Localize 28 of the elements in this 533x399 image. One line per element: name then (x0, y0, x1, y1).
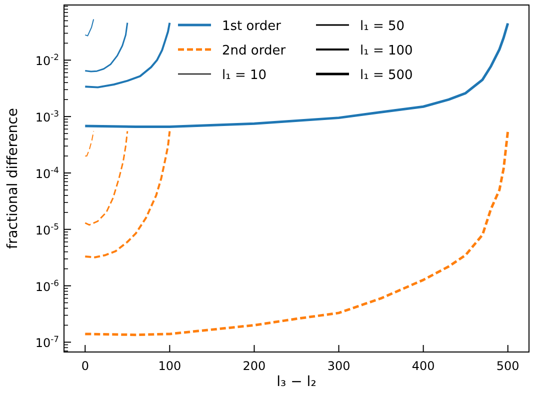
line-series (84, 22, 128, 72)
y-tick-label: 10$^{-7}$ (35, 334, 59, 350)
line-series (84, 130, 94, 156)
line-series (84, 18, 94, 36)
x-tick-label: 0 (81, 359, 89, 373)
y-tick-label: 10$^{-2}$ (35, 52, 59, 68)
line-series (84, 130, 128, 226)
x-axis-title: l₃ − l₂ (276, 374, 316, 390)
line-series (84, 130, 510, 336)
annotation: l₁ = 500 (360, 68, 413, 83)
annotation: l₁ = 100 (360, 44, 413, 58)
y-tick-label: 10$^{-6}$ (35, 278, 59, 294)
legend-label: 1st order (222, 19, 282, 34)
y-tick-label: 10$^{-5}$ (35, 221, 59, 238)
y-tick-label: 10$^{-4}$ (35, 164, 59, 181)
x-tick-label: 300 (327, 359, 350, 373)
line-series (84, 130, 171, 258)
x-tick-label: 400 (412, 359, 435, 373)
line-series (84, 22, 510, 128)
legend-label: 2nd order (222, 44, 286, 58)
x-tick-label: 500 (496, 359, 520, 373)
x-tick-label: 100 (158, 359, 182, 373)
annotation: l₁ = 50 (360, 19, 405, 34)
y-axis-title: fractional difference (5, 108, 21, 249)
x-tick-label: 200 (242, 359, 266, 373)
annotation: l₁ = 10 (222, 68, 267, 83)
y-tick-label: 10$^{-3}$ (35, 108, 59, 125)
line-series (84, 22, 171, 88)
